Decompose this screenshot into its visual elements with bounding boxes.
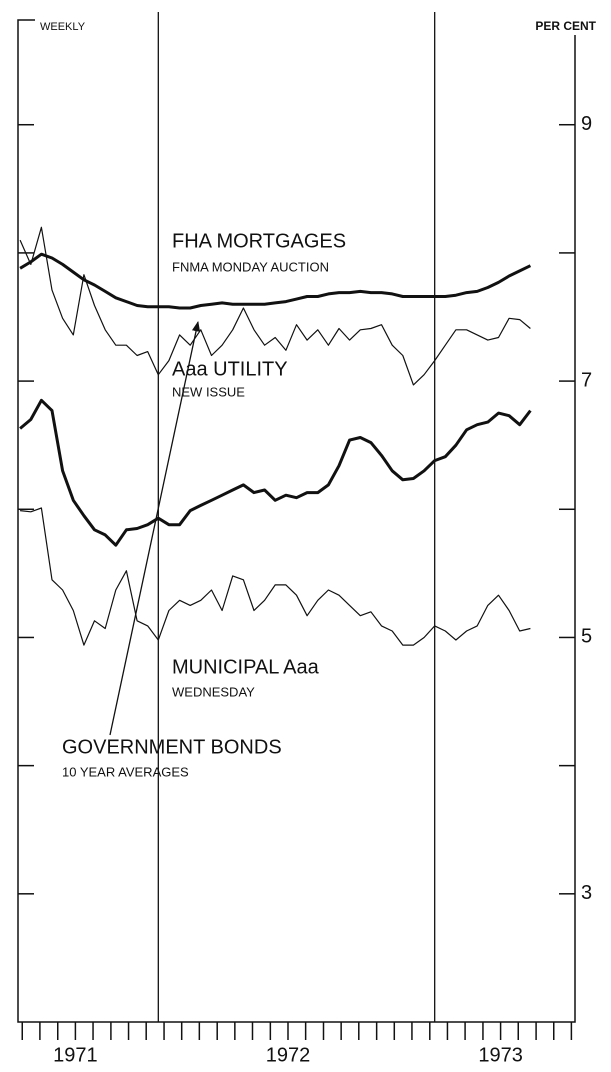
series-label: GOVERNMENT BONDS xyxy=(62,736,282,758)
series-note: NEW ISSUE xyxy=(172,384,245,399)
series-line xyxy=(19,398,532,547)
y-tick-label: 5 xyxy=(581,626,592,648)
axis-frame xyxy=(17,19,576,1023)
y-tick-label: 3 xyxy=(581,882,592,904)
series-label: Aaa UTILITY xyxy=(172,358,288,380)
series-label: MUNICIPAL Aaa xyxy=(172,656,320,678)
x-tick-label: 1973 xyxy=(478,1044,523,1066)
series-note: FNMA MONDAY AUCTION xyxy=(172,259,329,274)
y-axis-label: PER CENT xyxy=(535,19,596,33)
series-line xyxy=(19,226,531,386)
pointer-arrow xyxy=(109,320,201,736)
y-tick-label: 9 xyxy=(581,113,592,135)
corner-label: WEEKLY xyxy=(40,21,86,33)
x-tick-label: 1972 xyxy=(266,1044,311,1066)
series-line xyxy=(19,252,532,310)
series-note: 10 YEAR AVERAGES xyxy=(62,764,189,779)
series-line xyxy=(20,507,531,646)
y-tick-label: 7 xyxy=(581,369,592,391)
x-tick-label: 1971 xyxy=(53,1044,98,1066)
series-note: WEDNESDAY xyxy=(172,684,255,699)
series-label: FHA MORTGAGES xyxy=(172,230,346,252)
